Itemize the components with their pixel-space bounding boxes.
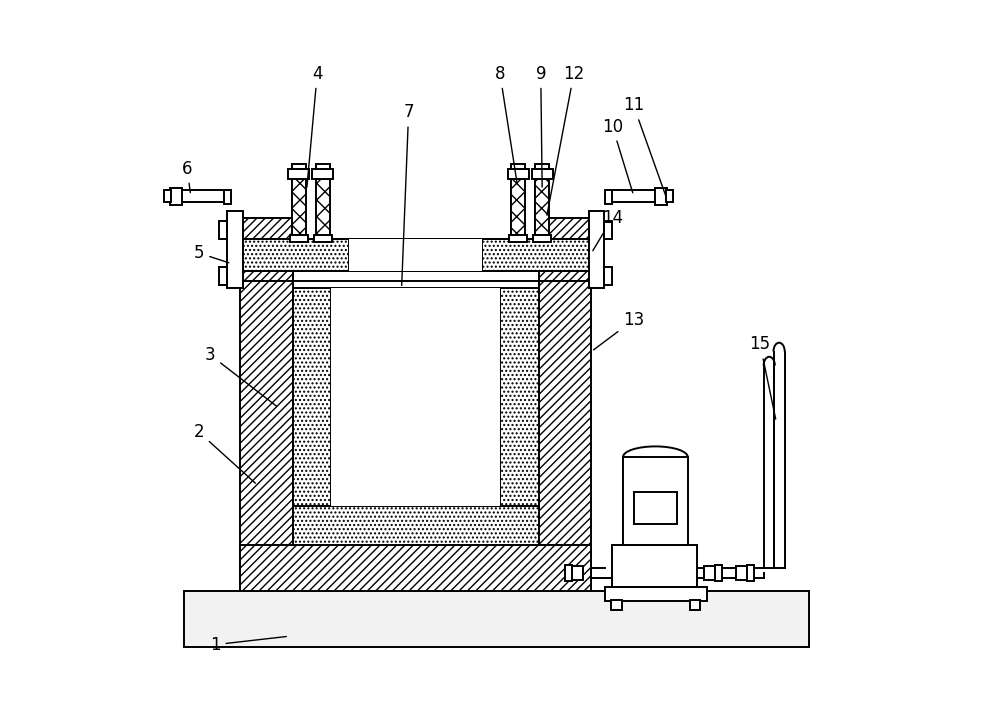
Bar bbox=[292, 164, 306, 169]
Bar bbox=[533, 235, 551, 242]
Bar bbox=[509, 235, 527, 242]
Bar bbox=[511, 179, 525, 239]
Bar bbox=[610, 190, 656, 202]
Bar bbox=[634, 492, 677, 524]
Bar bbox=[532, 169, 553, 179]
Bar bbox=[500, 288, 539, 545]
Bar bbox=[604, 221, 612, 239]
Bar bbox=[611, 600, 622, 610]
Bar bbox=[349, 239, 482, 271]
Text: 9: 9 bbox=[536, 65, 546, 187]
Bar bbox=[224, 190, 231, 204]
Bar bbox=[227, 211, 243, 288]
Bar bbox=[508, 169, 529, 179]
Bar bbox=[511, 164, 525, 169]
Text: 13: 13 bbox=[594, 311, 644, 350]
Bar bbox=[292, 179, 306, 239]
Bar bbox=[290, 235, 308, 242]
Text: 2: 2 bbox=[194, 423, 255, 483]
Text: 5: 5 bbox=[194, 244, 229, 263]
Bar bbox=[293, 288, 331, 545]
Bar bbox=[539, 218, 591, 591]
Bar bbox=[219, 221, 227, 239]
Bar bbox=[240, 218, 293, 591]
Bar bbox=[240, 545, 591, 591]
Bar bbox=[589, 211, 604, 288]
Bar bbox=[184, 591, 809, 647]
Bar bbox=[605, 190, 612, 204]
Bar bbox=[240, 239, 349, 271]
Bar bbox=[316, 179, 330, 239]
Bar bbox=[482, 239, 591, 271]
Bar bbox=[170, 188, 182, 205]
Bar bbox=[605, 587, 707, 601]
Bar bbox=[715, 565, 722, 581]
Text: 7: 7 bbox=[402, 103, 414, 285]
Text: 10: 10 bbox=[602, 117, 633, 193]
Bar bbox=[690, 600, 700, 610]
Bar bbox=[570, 566, 583, 580]
Text: 8: 8 bbox=[495, 65, 517, 183]
Bar bbox=[604, 267, 612, 285]
Bar bbox=[666, 190, 673, 202]
Text: 4: 4 bbox=[307, 65, 322, 187]
Text: 12: 12 bbox=[547, 65, 584, 215]
Bar bbox=[312, 169, 333, 179]
Bar bbox=[655, 188, 667, 205]
Text: 11: 11 bbox=[623, 96, 666, 195]
Bar bbox=[181, 190, 227, 202]
Bar bbox=[314, 235, 332, 242]
Bar bbox=[219, 267, 227, 285]
Bar bbox=[331, 288, 500, 506]
Bar bbox=[747, 565, 754, 581]
Bar bbox=[293, 506, 539, 545]
Bar bbox=[612, 545, 697, 587]
Text: 6: 6 bbox=[182, 160, 192, 193]
Bar bbox=[164, 190, 171, 202]
Bar bbox=[535, 179, 549, 239]
Bar bbox=[565, 565, 572, 581]
Bar bbox=[316, 164, 330, 169]
Bar bbox=[736, 566, 748, 580]
Bar bbox=[535, 164, 549, 169]
Text: 14: 14 bbox=[593, 209, 623, 251]
Text: 1: 1 bbox=[210, 636, 286, 654]
Text: 15: 15 bbox=[750, 335, 776, 419]
Bar bbox=[288, 169, 309, 179]
Bar bbox=[623, 457, 688, 545]
Text: 3: 3 bbox=[205, 346, 276, 406]
Bar bbox=[704, 566, 717, 580]
